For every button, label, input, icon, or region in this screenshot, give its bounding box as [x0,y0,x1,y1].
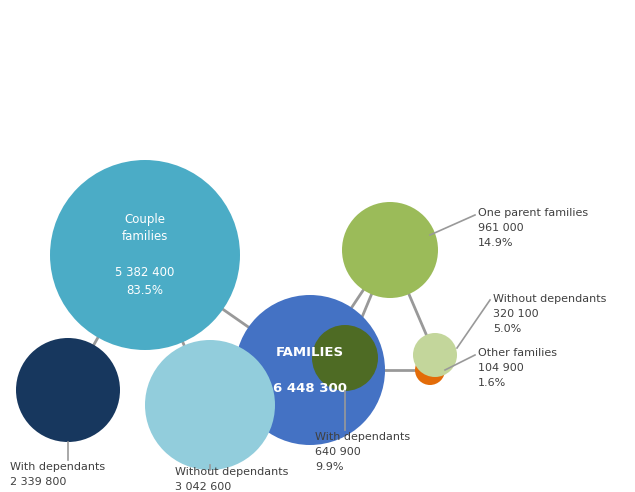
Text: FAMILIES

6 448 300: FAMILIES 6 448 300 [273,345,347,395]
Text: Without dependants
3 042 600
47.2%: Without dependants 3 042 600 47.2% [175,467,288,492]
Text: Without dependants
320 100
5.0%: Without dependants 320 100 5.0% [493,294,606,334]
Text: Other families
104 900
1.6%: Other families 104 900 1.6% [478,348,557,388]
Circle shape [413,333,457,377]
Circle shape [312,325,378,391]
Text: Couple
families

5 382 400
83.5%: Couple families 5 382 400 83.5% [116,213,175,298]
Circle shape [342,202,438,298]
Text: One parent families
961 000
14.9%: One parent families 961 000 14.9% [478,208,588,247]
Text: With dependants
640 900
9.9%: With dependants 640 900 9.9% [315,432,410,472]
Circle shape [50,160,240,350]
Text: With dependants
2 339 800
36.3%: With dependants 2 339 800 36.3% [10,462,105,492]
Circle shape [415,355,445,385]
Circle shape [16,338,120,442]
Circle shape [235,295,385,445]
Circle shape [145,340,275,470]
